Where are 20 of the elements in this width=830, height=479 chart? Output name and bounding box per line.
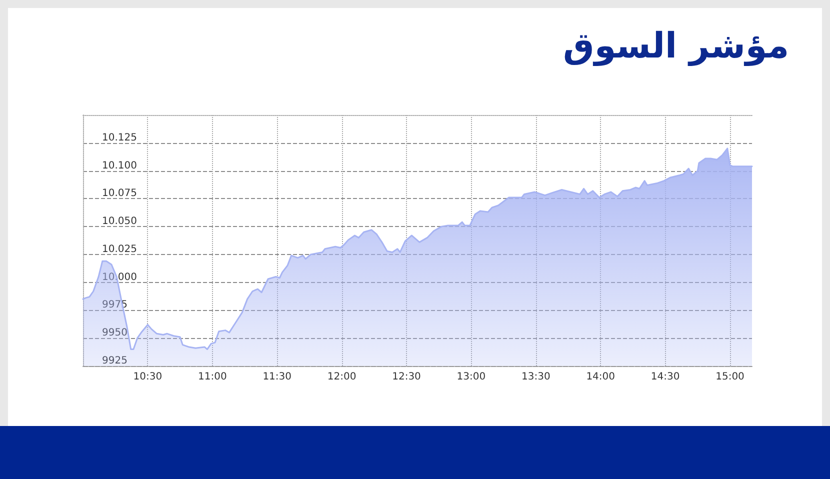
x-tick-label: 12:00: [327, 372, 356, 382]
y-tick-label: 10.075: [102, 188, 137, 200]
y-tick-label: 10.125: [102, 132, 137, 144]
y-tick-label: 10.100: [102, 160, 137, 172]
y-tick-label: 9925: [102, 356, 128, 366]
y-tick-label: 9950: [102, 328, 128, 339]
x-tick-label: 10:30: [133, 372, 162, 382]
x-tick-label: 13:30: [521, 372, 550, 382]
x-tick-label: 14:00: [586, 372, 616, 382]
x-tick-label: 15:00: [716, 372, 744, 382]
x-tick-label: 13:00: [456, 372, 486, 382]
y-tick-label: 9975: [102, 300, 128, 311]
x-tick-label: 14:30: [650, 372, 680, 382]
y-tick-label: 10.025: [102, 244, 137, 255]
x-tick-label: 11:00: [198, 372, 227, 382]
y-tick-label: 10.050: [102, 216, 137, 228]
chart-title: مؤشر السوق: [563, 26, 790, 66]
y-tick-label: 10.000: [102, 272, 137, 283]
x-tick-label: 11:30: [262, 372, 292, 382]
x-tick-label: 12:30: [392, 372, 421, 382]
